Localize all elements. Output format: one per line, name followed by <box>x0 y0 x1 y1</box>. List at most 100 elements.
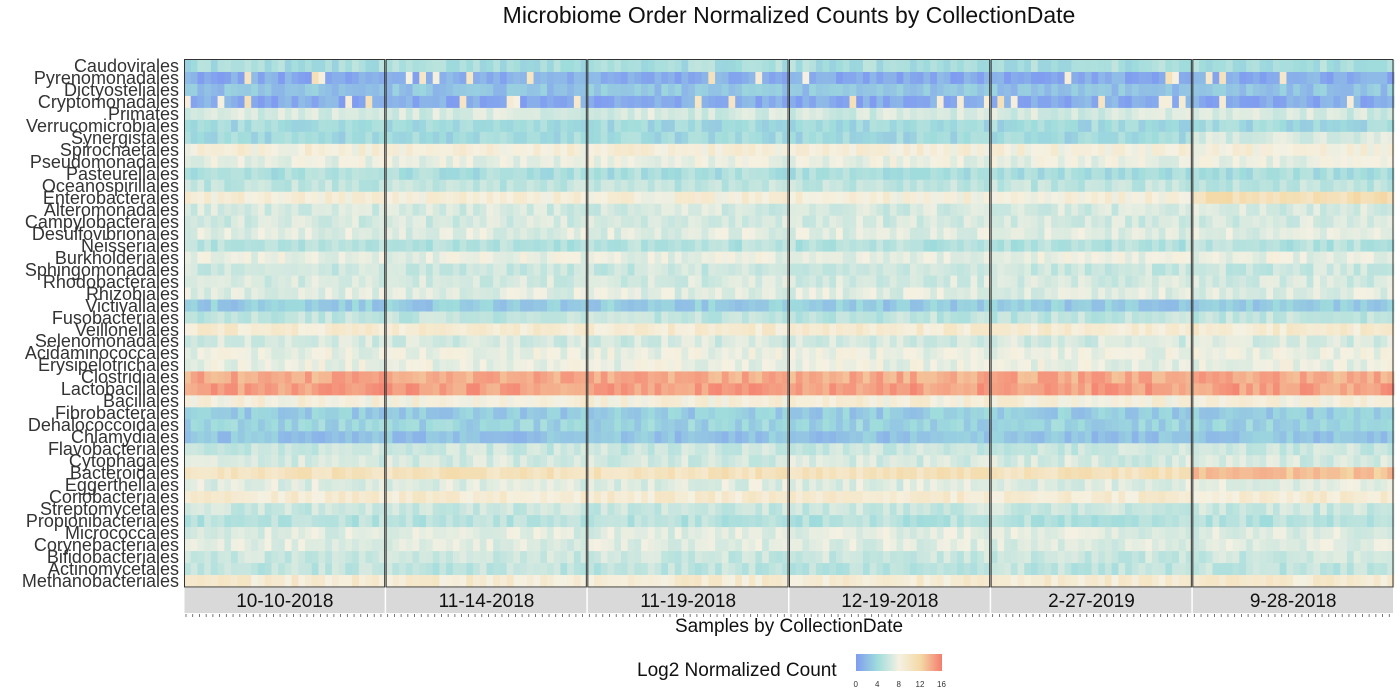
heatmap-cell <box>755 203 763 217</box>
heatmap-cell <box>385 311 393 324</box>
heatmap-cell <box>1340 60 1348 73</box>
heatmap-cell <box>439 119 447 133</box>
heatmap-cell <box>244 95 252 109</box>
heatmap-cell <box>715 323 723 336</box>
heatmap-cell <box>1387 215 1395 228</box>
heatmap-cell <box>1212 215 1220 228</box>
heatmap-cell <box>775 71 783 85</box>
heatmap-cell <box>331 227 340 240</box>
heatmap-cell <box>1293 311 1301 324</box>
heatmap-cell <box>627 143 635 157</box>
heatmap-cell <box>681 299 689 312</box>
heatmap-cell <box>217 383 225 396</box>
heatmap-cell <box>244 119 252 133</box>
heatmap-cell <box>1360 83 1368 97</box>
heatmap-cell <box>1306 95 1314 109</box>
heatmap-cell <box>681 347 689 360</box>
heatmap-cell <box>741 131 750 145</box>
heatmap-cell <box>399 311 407 324</box>
heatmap-cell <box>869 107 877 121</box>
heatmap-cell <box>587 275 595 288</box>
heatmap-cell <box>560 287 568 300</box>
heatmap-cell <box>809 83 817 97</box>
heatmap-cell <box>849 155 857 169</box>
heatmap-cell <box>957 323 965 336</box>
heatmap-cell <box>930 311 938 324</box>
heatmap-cell <box>473 239 481 252</box>
heatmap-cell <box>1064 191 1072 205</box>
heatmap-cell <box>775 371 783 384</box>
heatmap-cell <box>345 71 353 85</box>
heatmap-cell <box>748 83 756 97</box>
heatmap-cell <box>526 155 534 169</box>
heatmap-cell <box>466 263 474 276</box>
heatmap-cell <box>1367 227 1375 240</box>
heatmap-cell <box>815 167 824 181</box>
heatmap-cell <box>392 155 400 169</box>
heatmap-cell <box>715 215 723 228</box>
heatmap-cell <box>459 167 467 181</box>
heatmap-cell <box>486 191 494 205</box>
heatmap-cell <box>1326 131 1334 145</box>
heatmap-cell <box>1031 239 1039 252</box>
heatmap-cell <box>735 251 743 264</box>
heatmap-cell <box>1044 323 1052 336</box>
heatmap-cell <box>594 239 602 252</box>
heatmap-cell <box>284 287 292 300</box>
heatmap-cell <box>352 143 360 157</box>
heatmap-cell <box>789 299 797 312</box>
heatmap-cell <box>930 71 938 85</box>
heatmap-cell <box>862 251 871 264</box>
heatmap-cell <box>970 227 978 240</box>
heatmap-cell <box>694 71 703 85</box>
heatmap-cell <box>1387 119 1395 133</box>
heatmap-cell <box>1239 143 1247 157</box>
heatmap-cell <box>533 287 541 300</box>
heatmap-cell <box>889 359 897 372</box>
heatmap-cell <box>1360 167 1368 181</box>
heatmap-cell <box>647 83 655 97</box>
heatmap-cell <box>271 60 279 73</box>
heatmap-cell <box>1293 263 1301 276</box>
heatmap-cell <box>674 119 682 133</box>
heatmap-cell <box>1024 95 1032 109</box>
heatmap-cell <box>1306 263 1314 276</box>
heatmap-cell <box>668 227 676 240</box>
heatmap-cell <box>1387 359 1395 372</box>
heatmap-cell <box>627 167 635 181</box>
heatmap-cell <box>446 371 454 384</box>
heatmap-cell <box>910 251 918 264</box>
heatmap-cell <box>1037 383 1045 396</box>
heatmap-cell <box>970 143 978 157</box>
heatmap-cell <box>970 95 978 109</box>
heatmap-cell <box>1353 275 1361 288</box>
heatmap-cell <box>506 371 514 384</box>
heatmap-cell <box>688 167 696 181</box>
heatmap-cell <box>439 299 447 312</box>
heatmap-cell <box>1373 251 1381 264</box>
heatmap-cell <box>735 191 743 205</box>
heatmap-cell <box>1360 60 1368 73</box>
heatmap-cell <box>1219 155 1227 169</box>
heatmap-cell <box>681 71 689 85</box>
heatmap-cell <box>829 83 837 97</box>
heatmap-cell <box>688 95 696 109</box>
heatmap-cell <box>204 227 212 240</box>
heatmap-cell <box>479 83 487 97</box>
heatmap-cell <box>654 335 662 348</box>
heatmap-cell <box>459 227 467 240</box>
heatmap-cell <box>372 299 380 312</box>
heatmap-cell <box>237 335 245 348</box>
heatmap-cell <box>1037 287 1045 300</box>
heatmap-cell <box>1104 203 1113 217</box>
heatmap-cell <box>634 287 642 300</box>
heatmap-cell <box>869 335 877 348</box>
heatmap-cell <box>600 371 608 384</box>
heatmap-cell <box>1333 83 1341 97</box>
heatmap-cell <box>547 179 555 193</box>
heatmap-cell <box>997 299 1005 312</box>
heatmap-cell <box>210 299 219 312</box>
heatmap-cell <box>331 323 340 336</box>
heatmap-cell <box>1360 359 1368 372</box>
heatmap-cell <box>1165 335 1173 348</box>
